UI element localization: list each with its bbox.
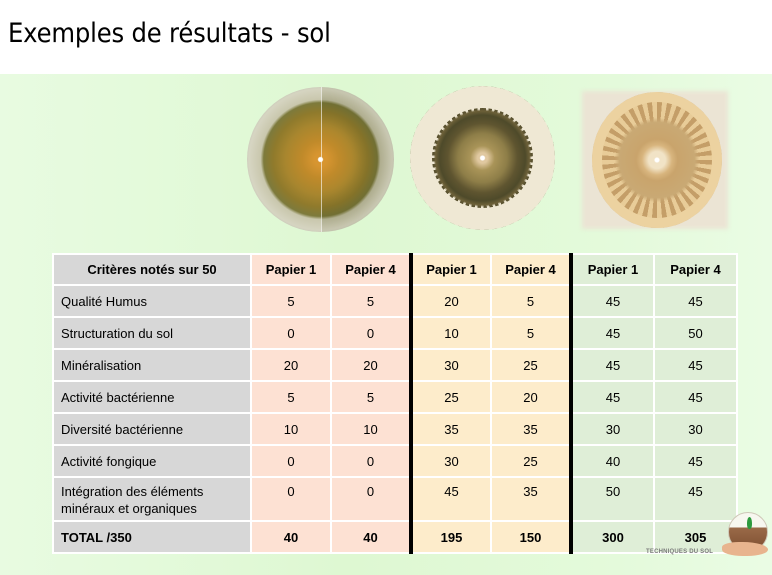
cell: 35 bbox=[490, 412, 572, 446]
cell: 5 bbox=[250, 380, 332, 414]
cell: 45 bbox=[569, 316, 655, 350]
cell: 45 bbox=[653, 284, 738, 318]
chromatogram-image-2 bbox=[410, 86, 555, 230]
cell: 20 bbox=[409, 284, 492, 318]
cell: 40 bbox=[569, 444, 655, 478]
cell: 25 bbox=[409, 380, 492, 414]
cell: 45 bbox=[569, 284, 655, 318]
cell: 25 bbox=[490, 444, 572, 478]
cell: 10 bbox=[409, 316, 492, 350]
row-label: Activité fongique bbox=[52, 444, 252, 478]
cell: 50 bbox=[569, 476, 655, 522]
header-sample2-paper4: Papier 4 bbox=[490, 253, 572, 286]
table-row: Minéralisation 20 20 30 25 45 45 bbox=[52, 348, 738, 382]
table-row: Structuration du sol 0 0 10 5 45 50 bbox=[52, 316, 738, 350]
cell: 0 bbox=[330, 444, 412, 478]
header-sample1-paper4: Papier 4 bbox=[330, 253, 412, 286]
total-cell: 305 bbox=[653, 520, 738, 554]
cell: 0 bbox=[250, 316, 332, 350]
cell: 5 bbox=[490, 316, 572, 350]
cell: 45 bbox=[653, 444, 738, 478]
cell: 10 bbox=[330, 412, 412, 446]
cell: 35 bbox=[409, 412, 492, 446]
header-criteria: Critères notés sur 50 bbox=[52, 253, 252, 286]
cell: 0 bbox=[250, 444, 332, 478]
cell: 10 bbox=[250, 412, 332, 446]
table-row: Activité bactérienne 5 5 25 20 45 45 bbox=[52, 380, 738, 414]
total-cell: 40 bbox=[330, 520, 412, 554]
cell: 45 bbox=[653, 380, 738, 414]
total-cell: 150 bbox=[490, 520, 572, 554]
chromatogram-image-1 bbox=[247, 87, 394, 232]
cell: 0 bbox=[330, 316, 412, 350]
header-sample1-paper1: Papier 1 bbox=[250, 253, 332, 286]
logo-text-line-2: TECHNIQUES DU SOL bbox=[646, 549, 714, 555]
row-label: Intégration des éléments minéraux et org… bbox=[52, 476, 252, 522]
cell: 20 bbox=[490, 380, 572, 414]
cell: 30 bbox=[569, 412, 655, 446]
results-table: Critères notés sur 50 Papier 1 Papier 4 … bbox=[52, 253, 738, 554]
cell: 25 bbox=[490, 348, 572, 382]
table-row: Intégration des éléments minéraux et org… bbox=[52, 476, 738, 522]
cell: 45 bbox=[409, 476, 492, 522]
row-label: Structuration du sol bbox=[52, 316, 252, 350]
cell: 5 bbox=[490, 284, 572, 318]
cell: 35 bbox=[490, 476, 572, 522]
logo bbox=[722, 512, 772, 572]
chromatogram-image-3 bbox=[592, 92, 722, 228]
row-label: Qualité Humus bbox=[52, 284, 252, 318]
header-sample2-paper1: Papier 1 bbox=[409, 253, 492, 286]
cell: 30 bbox=[409, 444, 492, 478]
cell: 45 bbox=[653, 348, 738, 382]
cell: 45 bbox=[653, 476, 738, 522]
logo-text: TECHNIQUES DU SOL bbox=[646, 549, 713, 556]
cell: 5 bbox=[330, 284, 412, 318]
row-label: Activité bactérienne bbox=[52, 380, 252, 414]
cell: 50 bbox=[653, 316, 738, 350]
cell: 0 bbox=[330, 476, 412, 522]
cell: 5 bbox=[330, 380, 412, 414]
total-cell: 40 bbox=[250, 520, 332, 554]
table-row: Activité fongique 0 0 30 25 40 45 bbox=[52, 444, 738, 478]
total-label: TOTAL /350 bbox=[52, 520, 252, 554]
slide-title: Exemples de résultats - sol bbox=[8, 18, 331, 49]
cell: 5 bbox=[250, 284, 332, 318]
cell: 20 bbox=[330, 348, 412, 382]
hand-icon bbox=[722, 542, 768, 556]
total-cell: 195 bbox=[409, 520, 492, 554]
table-header-row: Critères notés sur 50 Papier 1 Papier 4 … bbox=[52, 253, 738, 286]
cell: 45 bbox=[569, 348, 655, 382]
table-row: Qualité Humus 5 5 20 5 45 45 bbox=[52, 284, 738, 318]
cell: 45 bbox=[569, 380, 655, 414]
cell: 30 bbox=[409, 348, 492, 382]
header-sample3-paper4: Papier 4 bbox=[653, 253, 738, 286]
row-label: Minéralisation bbox=[52, 348, 252, 382]
table-total-row: TOTAL /350 40 40 195 150 300 305 bbox=[52, 520, 738, 554]
table-row: Diversité bactérienne 10 10 35 35 30 30 bbox=[52, 412, 738, 446]
leaf-icon bbox=[747, 517, 752, 529]
total-cell: 300 bbox=[569, 520, 655, 554]
cell: 30 bbox=[653, 412, 738, 446]
header-sample3-paper1: Papier 1 bbox=[569, 253, 655, 286]
row-label: Diversité bactérienne bbox=[52, 412, 252, 446]
cell: 20 bbox=[250, 348, 332, 382]
cell: 0 bbox=[250, 476, 332, 522]
